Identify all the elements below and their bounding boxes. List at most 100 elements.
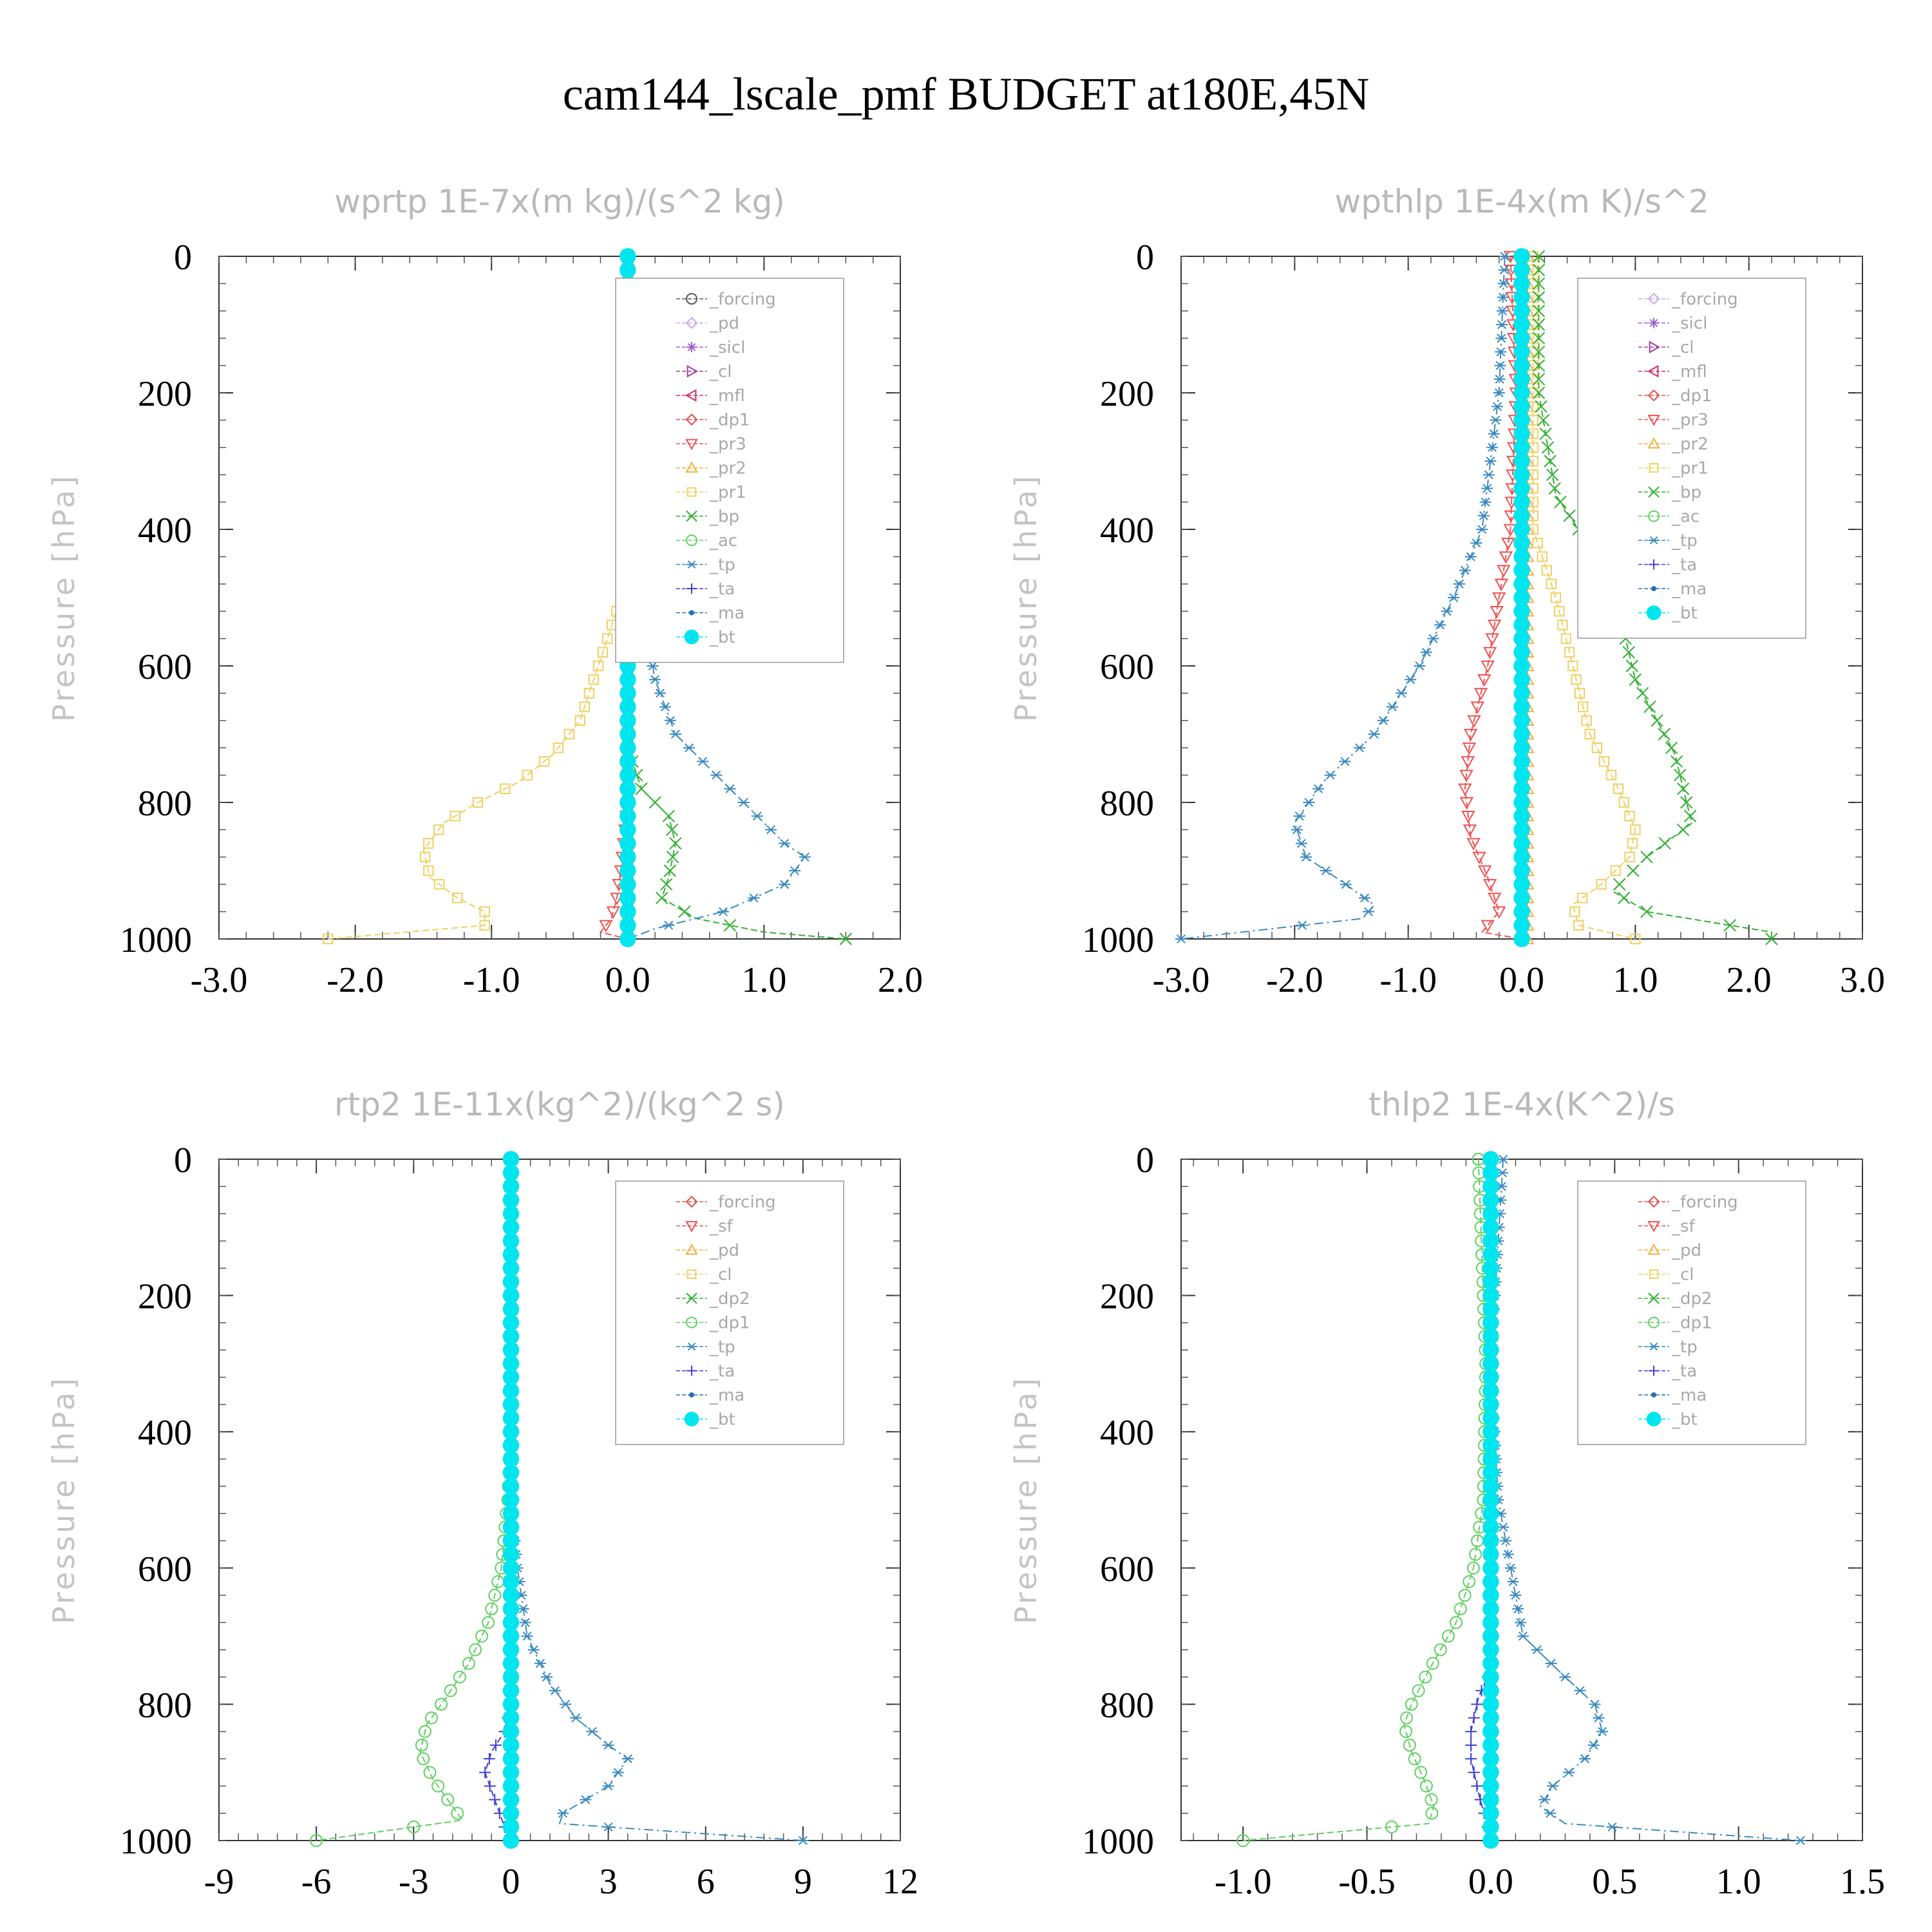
data-point [1482,1696,1499,1713]
legend-marker [686,293,697,305]
data-point [1459,797,1474,810]
data-point [1482,1383,1499,1399]
legend-marker [1647,292,1660,305]
data-point [1532,538,1543,549]
data-point [1640,905,1653,918]
data-point [502,1669,520,1685]
data-point [1482,1519,1499,1536]
data-point [1497,1522,1510,1532]
data-point [1513,616,1530,634]
data-point [1544,455,1557,468]
legend-marker [684,629,699,645]
legend-label: _ma [1671,1386,1707,1405]
data-point [1419,1779,1433,1793]
data-point [664,715,676,725]
legend-label: _bt [709,628,735,647]
data-point [620,794,636,811]
data-point [1482,470,1495,480]
data-point [1513,439,1530,456]
data-point [502,1423,520,1440]
data-point [1513,398,1530,415]
data-point [620,685,636,702]
data-point [620,671,636,688]
data-point [502,1341,520,1358]
data-point [663,920,675,930]
x-tick-label: 0.5 [1592,1862,1637,1902]
legend-label: _forcing [1671,1193,1738,1212]
data-point [502,1478,520,1495]
data-point [1573,920,1584,931]
data-point [1513,698,1530,715]
data-point [1513,644,1530,661]
legend-marker [687,1365,697,1376]
data-point [1324,770,1336,780]
legend-box [615,1180,844,1445]
legend-marker [686,1293,697,1304]
data-point [557,1808,569,1818]
data-point [606,906,620,919]
data-point [453,1671,466,1684]
data-point [1467,715,1481,728]
data-point [602,1781,614,1791]
data-point [1548,482,1561,495]
y-tick-label: 400 [1100,511,1154,551]
data-point [1427,634,1439,643]
legend-label: _ac [1671,507,1700,527]
data-point [323,933,334,945]
data-point [488,1589,502,1602]
data-point [789,866,801,876]
data-point [1482,1709,1499,1727]
data-point [1493,374,1506,384]
data-point [1463,824,1477,837]
data-point [1532,373,1546,386]
data-point [1532,332,1546,345]
data-point [1571,674,1582,685]
x-tick-label: 1.0 [741,960,786,1000]
x-tick-label: 3 [600,1862,618,1902]
data-point [1482,1219,1499,1236]
data-point [597,647,609,658]
data-point [1532,359,1546,372]
data-point [797,1835,809,1846]
data-point [417,1752,430,1766]
series-bp [1532,250,1778,945]
data-point [1479,497,1492,507]
data-point [1465,1753,1477,1765]
data-point [1581,715,1592,726]
x-tick-label: -1.0 [463,960,520,1000]
data-point [1405,1698,1418,1711]
data-point [502,1246,520,1263]
data-point [1510,1591,1522,1600]
data-point [485,1602,498,1616]
legend-label: _ac [709,531,737,551]
data-point [1513,548,1530,565]
data-point [620,808,636,824]
data-point [1539,427,1552,440]
data-point [1513,862,1530,879]
data-point [435,1698,448,1711]
data-point [1450,1616,1463,1629]
x-tick-label: 2.0 [878,960,923,1000]
data-point [1419,1671,1432,1684]
data-point [1295,838,1307,848]
series-pr1 [1528,251,1641,945]
data-point [1499,251,1511,261]
legend-marker [1651,586,1656,591]
data-point [1465,1725,1477,1738]
x-tick-label: 6 [697,1862,715,1902]
legend-marker [1649,341,1661,354]
y-tick-label: 0 [174,238,192,278]
data-point [1482,1505,1499,1522]
data-point [502,1655,520,1672]
data-point [502,1804,520,1822]
data-point [1513,412,1530,429]
x-tick-label: 1.5 [1840,1862,1885,1902]
data-point [1513,248,1530,265]
data-point [799,852,811,862]
data-point [1482,1151,1499,1168]
legend-marker [685,389,697,402]
data-point [1544,1808,1557,1818]
data-point [1537,551,1548,562]
data-point [538,756,550,767]
data-point [1513,658,1530,674]
